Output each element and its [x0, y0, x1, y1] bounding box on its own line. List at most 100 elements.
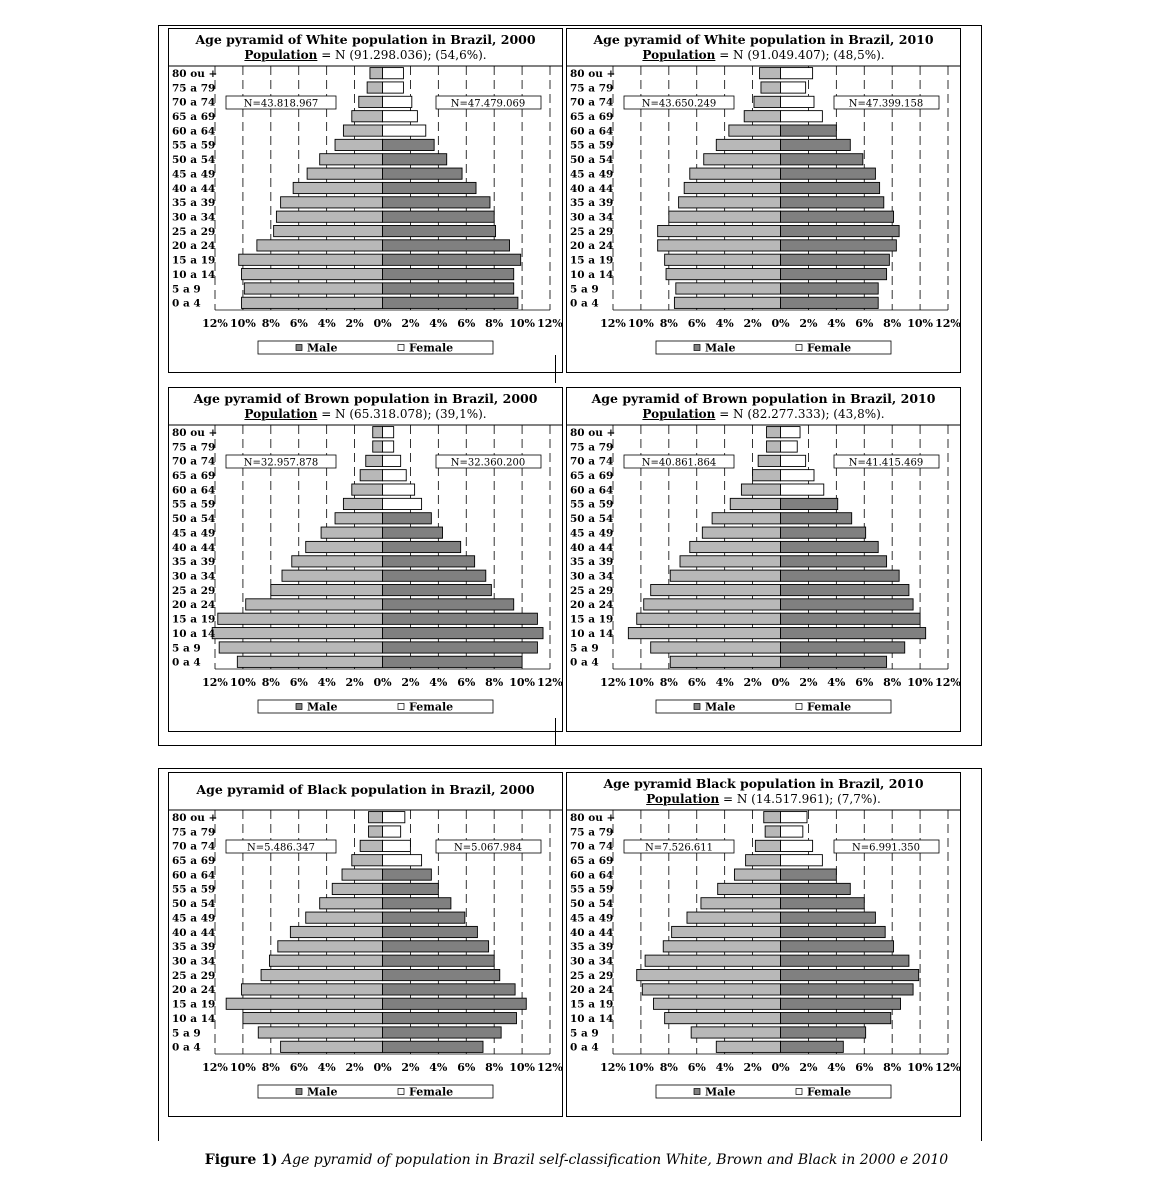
x-tick-label: 8% [883, 317, 902, 330]
age-tick-label: 20 a 24 [570, 240, 613, 252]
bar-male-10-a-14 [242, 1012, 383, 1025]
bar-female-80-ou-+ [780, 67, 814, 80]
age-tick-label: 50 a 54 [172, 154, 215, 166]
bar-female-60-a-64 [382, 868, 432, 881]
bar-male-30-a-34 [281, 569, 383, 582]
x-tick-label: 8% [660, 676, 679, 689]
bar-male-5-a-9 [650, 641, 781, 654]
age-tick-label: 45 a 49 [172, 912, 215, 924]
age-tick-label: 10 a 14 [570, 269, 613, 281]
bar-female-80-ou-+ [780, 426, 801, 439]
bar-female-15-a-19 [780, 997, 901, 1010]
bar-male-35-a-39 [280, 196, 383, 209]
legend-label-female: Female [807, 1086, 851, 1099]
bar-female-45-a-49 [382, 167, 463, 180]
bar-male-15-a-19 [653, 997, 781, 1010]
bar-female-70-a-74 [382, 839, 411, 852]
bar-female-30-a-34 [780, 210, 895, 223]
n-female-label: N=6.991.350 [852, 843, 920, 854]
bar-female-55-a-59 [780, 138, 851, 151]
x-tick-label: 6% [457, 317, 476, 330]
pyramid-chart: 0 a 4 5 a 9 10 a 14 15 a 19 20 a 24 25 a 29 30… [566, 809, 961, 1117]
age-tick-label: 55 a 59 [570, 884, 613, 896]
pyramid-chart: 0 a 4 5 a 9 10 a 14 15 a 19 20 a 24 25 a 29 30… [566, 65, 961, 373]
bar-male-70-a-74 [754, 839, 781, 852]
bar-male-25-a-29 [260, 969, 383, 982]
bar-male-65-a-69 [745, 854, 781, 867]
age-tick-label: 40 a 44 [570, 183, 613, 195]
bar-female-20-a-24 [780, 598, 914, 611]
legend-swatch-female [397, 1088, 405, 1095]
bar-female-40-a-44 [382, 925, 478, 939]
x-tick-label: 10% [907, 317, 933, 330]
n-female-box [435, 454, 542, 469]
bar-male-25-a-29 [650, 584, 781, 597]
age-tick-label: 40 a 44 [172, 183, 215, 195]
bar-male-30-a-34 [644, 954, 781, 967]
bar-female-75-a-79 [382, 440, 395, 453]
age-tick-label: 40 a 44 [172, 927, 215, 939]
n-male-box [623, 454, 735, 469]
panel-header: Age pyramid of Brown population in Brazi… [168, 387, 563, 425]
x-tick-label: 12% [600, 1061, 626, 1074]
x-tick-label: 10% [230, 317, 256, 330]
x-tick-label: 2% [401, 676, 420, 689]
bar-male-75-a-79 [368, 825, 383, 838]
legend-label-female: Female [807, 342, 851, 355]
x-tick-label: 4% [318, 1061, 337, 1074]
bar-male-10-a-14 [664, 1012, 781, 1025]
panel-border [168, 424, 563, 732]
age-tick-label: 60 a 64 [570, 869, 613, 881]
x-tick-label: 10% [628, 1061, 654, 1074]
bar-male-80-ou-+ [369, 67, 383, 80]
bar-male-15-a-19 [664, 253, 781, 266]
n-female-box [833, 839, 940, 854]
bar-female-45-a-49 [382, 526, 443, 539]
age-tick-label: 25 a 29 [172, 970, 215, 982]
bar-female-60-a-64 [780, 868, 837, 881]
bar-female-75-a-79 [382, 825, 402, 838]
x-tick-label: 10% [907, 676, 933, 689]
bar-male-70-a-74 [359, 839, 383, 852]
bar-male-60-a-64 [351, 483, 383, 496]
panel-subtitle: Population = N (91.298.036); (54,6%). [244, 48, 487, 62]
bar-female-50-a-54 [780, 897, 865, 910]
x-tick-label: 6% [457, 1061, 476, 1074]
legend-box [655, 340, 892, 355]
bar-male-45-a-49 [306, 167, 383, 180]
bar-female-20-a-24 [780, 239, 897, 252]
panel-title: Age pyramid of Brown population in Brazi… [591, 391, 936, 406]
bar-male-5-a-9 [690, 1026, 781, 1039]
bar-female-70-a-74 [382, 454, 402, 467]
age-tick-label: 10 a 14 [570, 628, 613, 640]
bar-male-25-a-29 [636, 969, 781, 982]
bar-male-25-a-29 [657, 225, 781, 238]
bar-male-30-a-34 [275, 210, 383, 223]
panel-title: Age pyramid of Brown population in Brazi… [193, 391, 538, 406]
bar-male-50-a-54 [700, 897, 781, 910]
bar-male-25-a-29 [270, 584, 383, 597]
bar-female-55-a-59 [780, 882, 851, 895]
x-tick-label: 10% [509, 676, 535, 689]
legend-box [655, 1084, 892, 1099]
bar-male-55-a-59 [717, 882, 781, 895]
bar-female-55-a-59 [382, 882, 439, 895]
x-tick-label: 8% [660, 317, 679, 330]
age-tick-label: 0 a 4 [172, 1042, 201, 1054]
age-tick-label: 55 a 59 [570, 499, 613, 511]
x-tick-label: 8% [660, 1061, 679, 1074]
legend-box [257, 1084, 494, 1099]
age-tick-label: 45 a 49 [570, 912, 613, 924]
bar-male-0-a-4 [241, 296, 383, 309]
panel-title: Age pyramid of White population in Brazi… [593, 32, 934, 47]
bar-male-60-a-64 [733, 868, 781, 881]
bar-male-30-a-34 [668, 210, 781, 223]
n-male-box [623, 95, 735, 110]
bar-male-80-ou-+ [372, 426, 383, 439]
age-tick-label: 80 ou + [172, 427, 217, 439]
bar-male-45-a-49 [689, 167, 781, 180]
x-tick-label: 10% [628, 676, 654, 689]
bar-male-50-a-54 [334, 512, 383, 525]
age-tick-label: 35 a 39 [172, 941, 215, 953]
legend-swatch-male [295, 344, 303, 351]
